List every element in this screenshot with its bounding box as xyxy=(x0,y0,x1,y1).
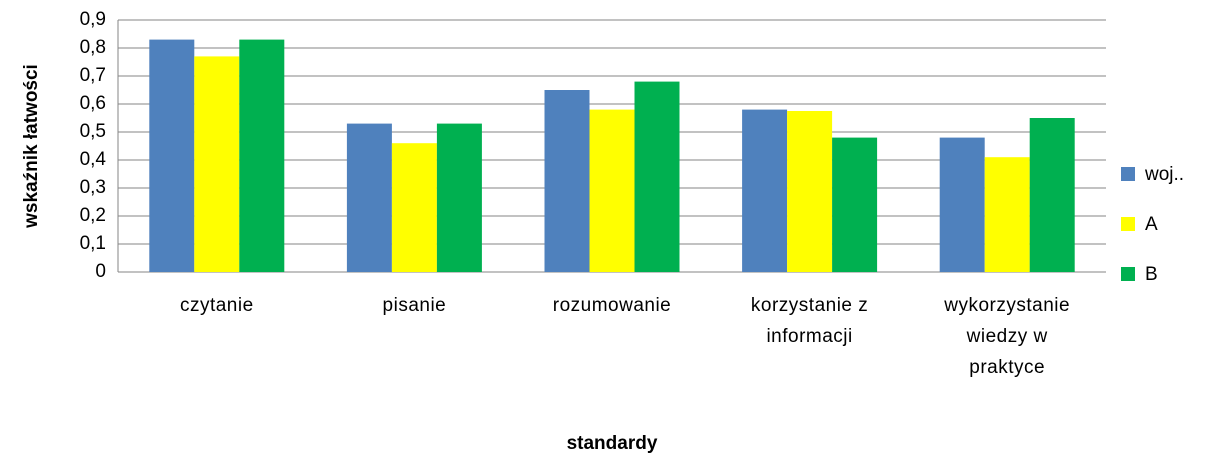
bar xyxy=(436,123,482,272)
legend-swatch xyxy=(1121,167,1135,181)
legend-label: A xyxy=(1145,214,1158,235)
x-tick-label: pisanie xyxy=(382,295,447,316)
y-tick-label: 0,5 xyxy=(80,121,106,142)
bar xyxy=(742,109,788,272)
bar xyxy=(194,56,240,273)
x-axis-title: standardy xyxy=(567,433,658,454)
legend-label: B xyxy=(1145,264,1158,285)
y-tick-label: 0 xyxy=(95,261,106,282)
y-tick-label: 0,6 xyxy=(80,93,106,114)
bar xyxy=(832,137,878,272)
bar xyxy=(634,81,680,272)
bar xyxy=(391,143,437,272)
y-tick-label: 0,4 xyxy=(80,149,107,170)
legend-swatch xyxy=(1121,217,1135,231)
y-tick-label: 0,9 xyxy=(80,9,106,30)
bar xyxy=(239,39,285,272)
bar xyxy=(589,109,635,272)
bar xyxy=(1029,118,1075,272)
x-tick-label: korzystanie z informacji xyxy=(750,295,869,347)
bar xyxy=(544,90,590,272)
y-tick-label: 0,8 xyxy=(80,37,106,58)
y-tick-label: 0,3 xyxy=(80,177,106,198)
y-tick-label: 0,1 xyxy=(80,233,106,254)
x-tick-label: wykorzystanie wiedzy w praktyce xyxy=(944,295,1071,378)
bar xyxy=(346,123,392,272)
y-tick-label: 0,2 xyxy=(80,205,106,226)
bar xyxy=(939,137,985,272)
bar xyxy=(984,157,1030,272)
legend-swatch xyxy=(1121,267,1135,281)
x-tick-label: czytanie xyxy=(179,295,254,316)
x-tick-label: rozumowanie xyxy=(552,295,672,316)
y-tick-label: 0,7 xyxy=(80,65,106,86)
bar xyxy=(149,39,195,272)
y-axis-title: wskaźnik łatwości xyxy=(21,64,42,229)
bar xyxy=(787,111,833,272)
legend-label: woj.. xyxy=(1144,164,1184,185)
